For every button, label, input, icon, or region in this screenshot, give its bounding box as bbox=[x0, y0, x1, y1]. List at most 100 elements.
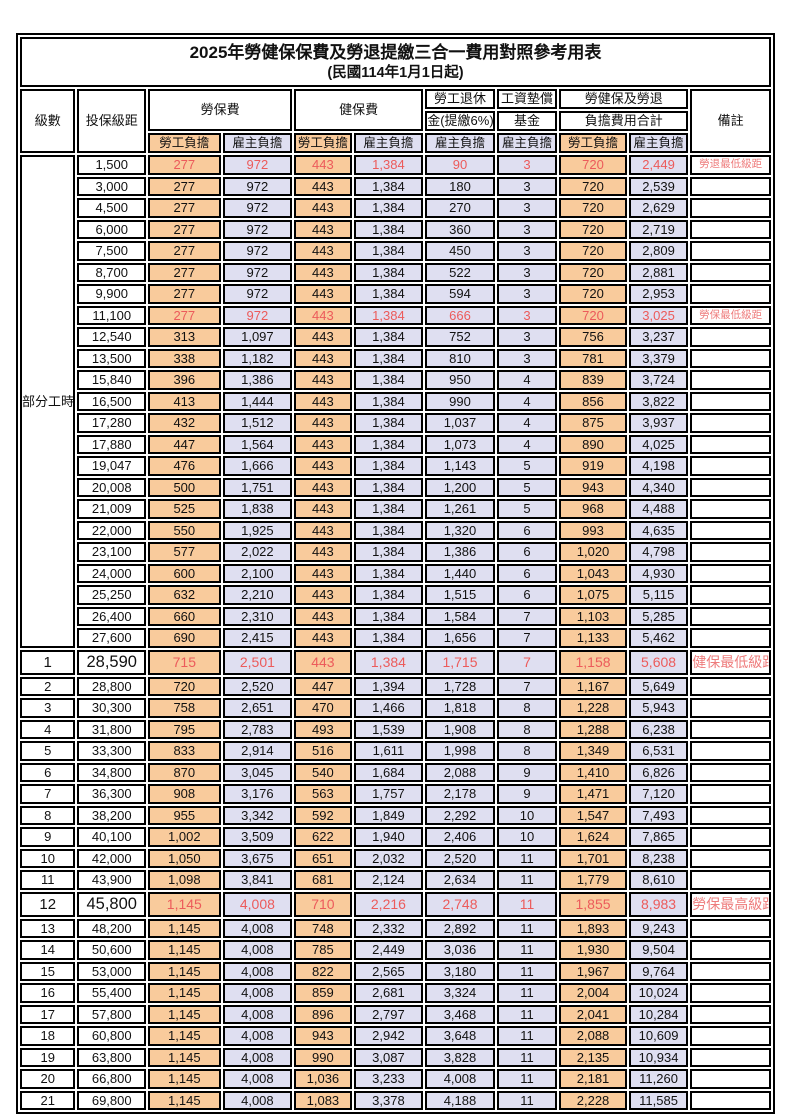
bracket-cell: 42,000 bbox=[77, 848, 147, 868]
header-pension-line1: 勞工退休 bbox=[425, 89, 495, 109]
value-cell-wage-fund-employer: 4 bbox=[496, 370, 558, 390]
value-cell-total-worker: 839 bbox=[559, 370, 627, 390]
value-cell-health-employer: 1,384 bbox=[353, 413, 424, 433]
value-cell-health-worker: 516 bbox=[294, 741, 352, 761]
value-cell-labor-worker: 632 bbox=[148, 585, 221, 605]
value-cell-pension-employer: 4,188 bbox=[425, 1090, 495, 1110]
value-cell-wage-fund-employer: 3 bbox=[496, 262, 558, 282]
value-cell-total-worker: 720 bbox=[559, 219, 627, 239]
value-cell-wage-fund-employer: 5 bbox=[496, 456, 558, 476]
value-cell-total-worker: 720 bbox=[559, 284, 627, 304]
value-cell-labor-worker: 1,145 bbox=[148, 1047, 221, 1067]
value-cell-health-employer: 1,757 bbox=[353, 784, 424, 804]
level-cell: 4 bbox=[20, 719, 76, 739]
value-cell-total-worker: 1,075 bbox=[559, 585, 627, 605]
table-row: 12 45,800 1,145 4,008 710 2,216 2,748 11 1,855 8,… bbox=[20, 891, 771, 917]
value-cell-total-worker: 2,228 bbox=[559, 1090, 627, 1110]
value-cell-labor-worker: 833 bbox=[148, 741, 221, 761]
value-cell-labor-employer: 1,564 bbox=[222, 434, 293, 454]
value-cell-labor-employer: 3,342 bbox=[222, 805, 293, 825]
bracket-cell: 28,800 bbox=[77, 676, 147, 696]
header-wage-fund-line1: 工資墊償 bbox=[496, 89, 558, 109]
remark-cell bbox=[690, 563, 771, 583]
value-cell-labor-worker: 758 bbox=[148, 698, 221, 718]
value-cell-wage-fund-employer: 7 bbox=[496, 676, 558, 696]
value-cell-health-worker: 443 bbox=[294, 606, 352, 626]
value-cell-pension-employer: 2,292 bbox=[425, 805, 495, 825]
table-row: 9 40,100 1,002 3,509 622 1,940 2,406 10 1,624 7,8… bbox=[20, 827, 771, 847]
level-cell: 2 bbox=[20, 676, 76, 696]
value-cell-pension-employer: 2,748 bbox=[425, 891, 495, 917]
value-cell-labor-employer: 4,008 bbox=[222, 1090, 293, 1110]
value-cell-wage-fund-employer: 3 bbox=[496, 348, 558, 368]
table-row: 25,250 632 2,210 443 1,384 1,515 6 1,075 5,115 bbox=[20, 585, 771, 605]
level-cell: 12 bbox=[20, 891, 76, 917]
remark-cell bbox=[690, 262, 771, 282]
table-row: 27,600 690 2,415 443 1,384 1,656 7 1,133 5,462 bbox=[20, 628, 771, 648]
table-row: 8 38,200 955 3,342 592 1,849 2,292 10 1,547 7,493 bbox=[20, 805, 771, 825]
value-cell-health-employer: 1,384 bbox=[353, 348, 424, 368]
value-cell-labor-employer: 4,008 bbox=[222, 940, 293, 960]
table-row: 15 53,000 1,145 4,008 822 2,565 3,180 11 1,967 9,… bbox=[20, 961, 771, 981]
value-cell-total-worker: 1,020 bbox=[559, 542, 627, 562]
bracket-cell: 27,600 bbox=[77, 628, 147, 648]
value-cell-total-employer: 4,488 bbox=[628, 499, 689, 519]
value-cell-labor-employer: 4,008 bbox=[222, 1069, 293, 1089]
value-cell-health-employer: 2,565 bbox=[353, 961, 424, 981]
remark-cell bbox=[690, 762, 771, 782]
table-row: 24,000 600 2,100 443 1,384 1,440 6 1,043 4,930 bbox=[20, 563, 771, 583]
value-cell-total-employer: 3,237 bbox=[628, 327, 689, 347]
value-cell-health-employer: 1,384 bbox=[353, 284, 424, 304]
subheader-health-worker: 勞工負擔 bbox=[294, 133, 352, 153]
header-row-subheaders: 勞工負擔 雇主負擔 勞工負擔 雇主負擔 雇主負擔 雇主負擔 勞工負擔 雇主負擔 bbox=[20, 133, 771, 153]
bracket-cell: 34,800 bbox=[77, 762, 147, 782]
table-row: 6,000 277 972 443 1,384 360 3 720 2,719 bbox=[20, 219, 771, 239]
remark-cell bbox=[690, 961, 771, 981]
value-cell-labor-worker: 715 bbox=[148, 649, 221, 675]
value-cell-health-worker: 470 bbox=[294, 698, 352, 718]
value-cell-pension-employer: 752 bbox=[425, 327, 495, 347]
remark-cell bbox=[690, 784, 771, 804]
remark-cell bbox=[690, 848, 771, 868]
value-cell-health-worker: 681 bbox=[294, 870, 352, 890]
table-row: 3 30,300 758 2,651 470 1,466 1,818 8 1,228 5,943 bbox=[20, 698, 771, 718]
value-cell-labor-worker: 396 bbox=[148, 370, 221, 390]
value-cell-health-worker: 443 bbox=[294, 327, 352, 347]
value-cell-pension-employer: 1,440 bbox=[425, 563, 495, 583]
value-cell-labor-worker: 1,145 bbox=[148, 1026, 221, 1046]
table-row: 17,880 447 1,564 443 1,384 1,073 4 890 4,025 bbox=[20, 434, 771, 454]
value-cell-pension-employer: 1,037 bbox=[425, 413, 495, 433]
value-cell-pension-employer: 1,143 bbox=[425, 456, 495, 476]
remark-cell bbox=[690, 391, 771, 411]
value-cell-wage-fund-employer: 11 bbox=[496, 983, 558, 1003]
value-cell-health-employer: 1,466 bbox=[353, 698, 424, 718]
value-cell-labor-worker: 447 bbox=[148, 434, 221, 454]
value-cell-total-employer: 7,865 bbox=[628, 827, 689, 847]
value-cell-labor-employer: 2,783 bbox=[222, 719, 293, 739]
header-labor-insurance: 勞保費 bbox=[148, 89, 293, 131]
value-cell-total-employer: 7,120 bbox=[628, 784, 689, 804]
value-cell-labor-worker: 413 bbox=[148, 391, 221, 411]
table-row: 11 43,900 1,098 3,841 681 2,124 2,634 11 1,779 8,… bbox=[20, 870, 771, 890]
value-cell-pension-employer: 1,200 bbox=[425, 477, 495, 497]
value-cell-total-worker: 1,349 bbox=[559, 741, 627, 761]
remark-cell bbox=[690, 606, 771, 626]
value-cell-labor-employer: 2,914 bbox=[222, 741, 293, 761]
value-cell-health-employer: 3,087 bbox=[353, 1047, 424, 1067]
value-cell-health-worker: 443 bbox=[294, 520, 352, 540]
value-cell-pension-employer: 1,998 bbox=[425, 741, 495, 761]
value-cell-health-employer: 1,384 bbox=[353, 370, 424, 390]
value-cell-health-employer: 1,384 bbox=[353, 155, 424, 175]
value-cell-total-worker: 1,471 bbox=[559, 784, 627, 804]
value-cell-health-employer: 1,849 bbox=[353, 805, 424, 825]
page-title: 2025年勞健保保費及勞退提繳三合一費用對照參考用表 bbox=[189, 42, 602, 62]
value-cell-health-worker: 443 bbox=[294, 585, 352, 605]
value-cell-wage-fund-employer: 11 bbox=[496, 848, 558, 868]
table-row: 20,008 500 1,751 443 1,384 1,200 5 943 4,340 bbox=[20, 477, 771, 497]
level-cell: 14 bbox=[20, 940, 76, 960]
remark-cell bbox=[690, 176, 771, 196]
value-cell-wage-fund-employer: 6 bbox=[496, 563, 558, 583]
value-cell-labor-worker: 1,145 bbox=[148, 1090, 221, 1110]
value-cell-total-employer: 2,809 bbox=[628, 241, 689, 261]
